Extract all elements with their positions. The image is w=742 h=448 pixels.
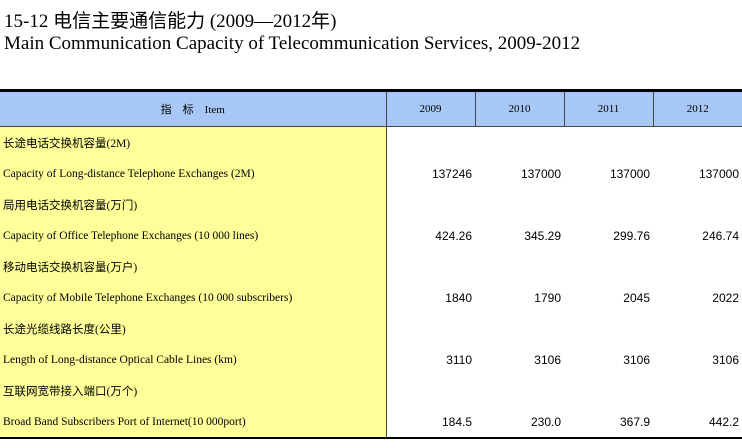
row-label-en: Broad Band Subscribers Port of Internet(… [0,406,387,439]
row-label-en: Capacity of Office Telephone Exchanges (… [0,220,387,251]
cell-value: 2022 [712,290,739,305]
cell-value: 137000 [609,166,650,181]
top-rule [0,89,742,92]
table-title-chinese: 15-12 电信主要通信能力 (2009—2012年) [4,11,337,32]
header-year-2011: 2011 [564,92,654,127]
cell-value: 230.0 [475,406,564,439]
capacity-table: 指 标 Item 2009 2010 2011 2012 长途电话交换机容量(2… [0,92,742,439]
cell-value: 424.26 [435,228,472,243]
cell-value: 345.29 [524,228,561,243]
cell-value: 3106 [712,352,739,367]
table-row-label-cn: 局用电话交换机容量(万门) [0,189,742,220]
table-row-label-cn: 互联网宽带接入端口(万个) [0,375,742,406]
table-row: Length of Long-distance Optical Cable Li… [0,344,742,375]
cell-value: 137000 [698,166,739,181]
cell-value: 2045 [623,290,650,305]
table-row-label-cn: 移动电话交换机容量(万户) [0,251,742,282]
table-row: Capacity of Mobile Telephone Exchanges (… [0,282,742,313]
header-row: 指 标 Item 2009 2010 2011 2012 [0,92,742,127]
table-row: Capacity of Long-distance Telephone Exch… [0,158,742,189]
cell-value: 299.76 [613,228,650,243]
cell-value: 1840 [445,290,472,305]
cell-value: 1790 [534,290,561,305]
header-year-2012: 2012 [653,92,742,127]
row-label-cn: 移动电话交换机容量(万户) [0,251,387,282]
row-label-cn: 互联网宽带接入端口(万个) [0,375,387,406]
cell-value: 246.74 [702,228,739,243]
row-label-en: Capacity of Mobile Telephone Exchanges (… [0,282,387,313]
row-label-en: Length of Long-distance Optical Cable Li… [0,344,387,375]
cell-value: 137000 [520,166,561,181]
row-label-cn: 长途电话交换机容量(2M) [0,126,387,158]
row-label-cn: 局用电话交换机容量(万门) [0,189,387,220]
cell-value: 3106 [623,352,650,367]
table-row-label-cn: 长途光缆线路长度(公里) [0,313,742,344]
cell-value: 3106 [534,352,561,367]
header-year-2010: 2010 [475,92,565,127]
table-row: Capacity of Office Telephone Exchanges (… [0,220,742,251]
header-year-2009: 2009 [386,92,476,127]
table-row: Broad Band Subscribers Port of Internet(… [0,406,742,439]
table-title-english: Main Communication Capacity of Telecommu… [4,33,581,54]
cell-value: 3110 [446,352,472,367]
cell-value: 137246 [431,166,472,181]
cell-value: 442.2 [653,406,742,439]
cell-value: 367.9 [564,406,653,439]
row-label-cn: 长途光缆线路长度(公里) [0,313,387,344]
row-label-en: Capacity of Long-distance Telephone Exch… [0,158,387,189]
cell-value: 184.5 [386,406,475,439]
header-indicator: 指 标 Item [0,92,387,127]
table-row-label-cn: 长途电话交换机容量(2M) [0,126,742,158]
